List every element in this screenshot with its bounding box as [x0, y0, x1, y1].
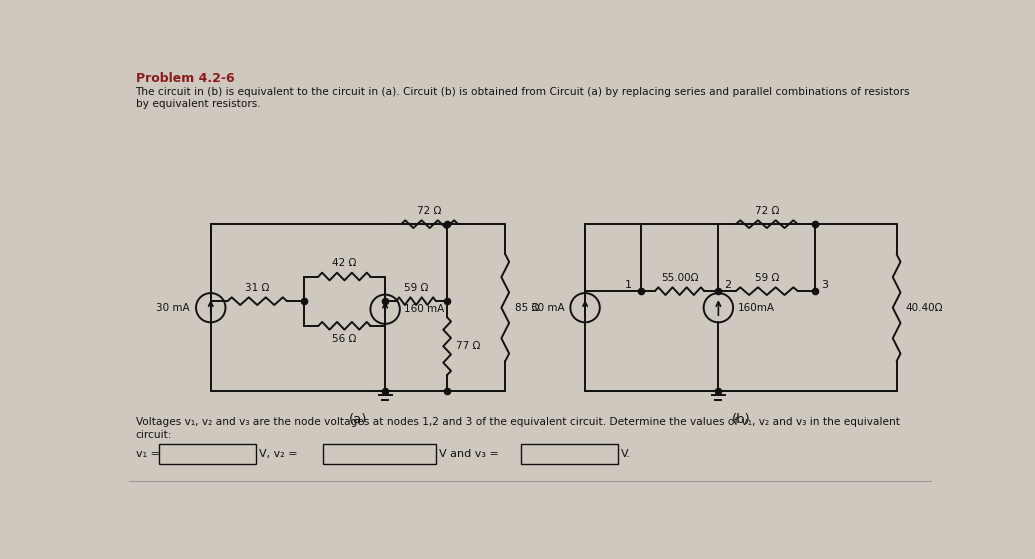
Text: The circuit in (b) is equivalent to the circuit in (a). Circuit (b) is obtained : The circuit in (b) is equivalent to the … — [136, 87, 910, 97]
Text: Problem 4.2-6: Problem 4.2-6 — [136, 73, 234, 86]
Text: 85 Ω: 85 Ω — [514, 303, 539, 312]
Text: 160 mA: 160 mA — [405, 304, 445, 314]
Text: 72 Ω: 72 Ω — [755, 206, 779, 216]
Text: 160mA: 160mA — [738, 303, 775, 312]
Text: 59 Ω: 59 Ω — [755, 273, 779, 283]
Text: V, v₂ =: V, v₂ = — [259, 449, 297, 459]
Text: 72 Ω: 72 Ω — [417, 206, 442, 216]
Text: 30 mA: 30 mA — [531, 303, 564, 312]
Text: 77 Ω: 77 Ω — [456, 341, 481, 351]
Text: V.: V. — [621, 449, 630, 459]
Text: 3: 3 — [822, 280, 828, 290]
Text: 42 Ω: 42 Ω — [332, 258, 357, 268]
Text: by equivalent resistors.: by equivalent resistors. — [136, 98, 260, 108]
Text: 40.40Ω: 40.40Ω — [906, 303, 944, 312]
Text: V and v₃ =: V and v₃ = — [440, 449, 499, 459]
Text: 31 Ω: 31 Ω — [245, 283, 269, 293]
Text: (b): (b) — [732, 413, 750, 426]
Text: v₁ =: v₁ = — [136, 449, 159, 459]
Text: (a): (a) — [349, 413, 367, 426]
Text: 30 mA: 30 mA — [156, 303, 189, 312]
Text: circuit:: circuit: — [136, 430, 172, 440]
Text: 2: 2 — [724, 280, 732, 290]
Text: 55.00Ω: 55.00Ω — [661, 273, 699, 283]
Text: 56 Ω: 56 Ω — [332, 334, 357, 344]
Text: Voltages v₁, v₂ and v₃ are the node voltages at nodes 1,2 and 3 of the equivalen: Voltages v₁, v₂ and v₃ are the node volt… — [136, 416, 899, 427]
Text: 1: 1 — [624, 280, 631, 290]
Text: 59 Ω: 59 Ω — [404, 283, 428, 293]
